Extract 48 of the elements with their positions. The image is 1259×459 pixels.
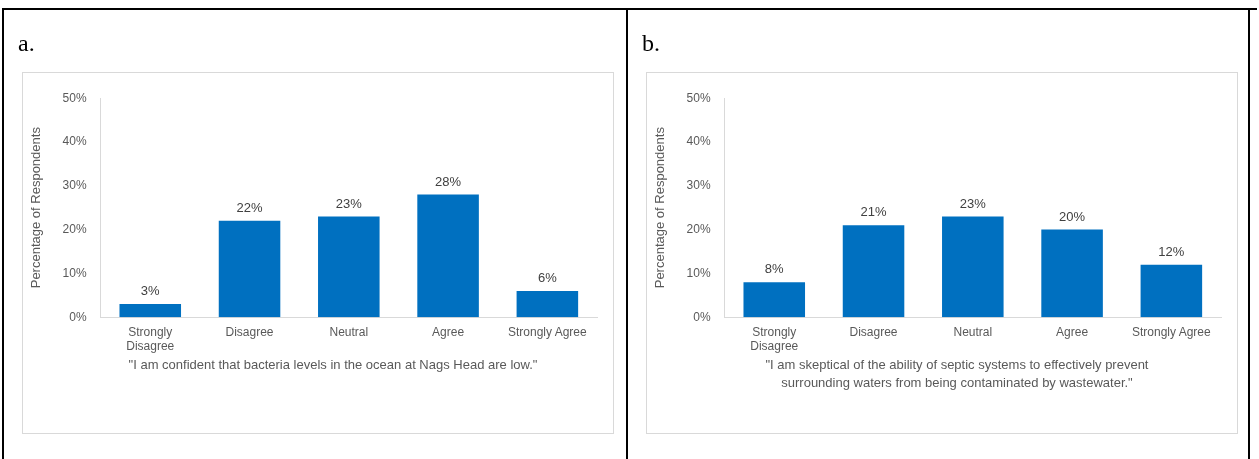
y-tick-label: 10% xyxy=(686,265,711,280)
x-tick-label: Strongly Disagree xyxy=(126,324,175,354)
y-tick-label: 30% xyxy=(62,178,87,193)
chart-title: b. xyxy=(642,30,660,57)
data-label: 12% xyxy=(1158,243,1185,259)
bar xyxy=(119,304,182,318)
x-tick-label: Strongly Agree xyxy=(508,324,588,339)
x-tick-label: Neutral xyxy=(329,324,369,339)
y-tick-label: 0% xyxy=(69,309,87,324)
y-tick-label: 30% xyxy=(686,178,711,193)
data-label: 22% xyxy=(236,199,263,215)
y-tick-label: 10% xyxy=(62,265,87,280)
data-label: 28% xyxy=(435,173,462,189)
bar xyxy=(1041,229,1103,318)
x-tick-label: Strongly Agree xyxy=(1132,324,1212,339)
data-label: 20% xyxy=(1059,208,1086,224)
x-tick-label: Strongly Disagree xyxy=(750,324,799,354)
data-label: 6% xyxy=(537,270,558,285)
bar xyxy=(516,290,579,318)
data-label: 23% xyxy=(959,195,987,211)
x-axis-title: "I am skeptical of the ability of septic systems to effectively prevent surrounding waters from being contaminated by wastewater." xyxy=(764,356,1150,392)
x-tick-label: Neutral xyxy=(953,324,993,339)
x-tick-label: Agree xyxy=(432,324,465,339)
bar xyxy=(842,225,905,318)
bar xyxy=(417,194,479,318)
x-tick-label: Disagree xyxy=(849,324,898,339)
data-label: 3% xyxy=(140,283,161,299)
y-tick-label: 50% xyxy=(686,90,711,105)
x-tick-label: Disagree xyxy=(225,324,274,339)
y-axis-title: Percentage of Respondents xyxy=(652,126,668,289)
bar xyxy=(318,216,380,318)
bar xyxy=(218,220,281,318)
bar xyxy=(942,216,1004,318)
y-tick-label: 20% xyxy=(62,221,87,236)
bar xyxy=(1140,264,1203,318)
y-axis-title: Percentage of Respondents xyxy=(28,126,44,289)
y-tick-label: 50% xyxy=(62,90,87,105)
bar xyxy=(743,282,806,318)
data-label: 21% xyxy=(860,204,887,220)
y-tick-label: 0% xyxy=(693,309,711,324)
chart-title: a. xyxy=(18,30,35,57)
y-tick-label: 40% xyxy=(686,134,711,149)
data-label: 8% xyxy=(764,261,785,277)
data-label: 23% xyxy=(335,195,363,211)
y-tick-label: 20% xyxy=(686,221,711,236)
x-tick-label: Agree xyxy=(1056,324,1089,339)
x-axis-title: "I am confident that bacteria levels in the ocean at Nags Head are low." xyxy=(127,356,539,374)
y-tick-label: 40% xyxy=(62,134,87,149)
